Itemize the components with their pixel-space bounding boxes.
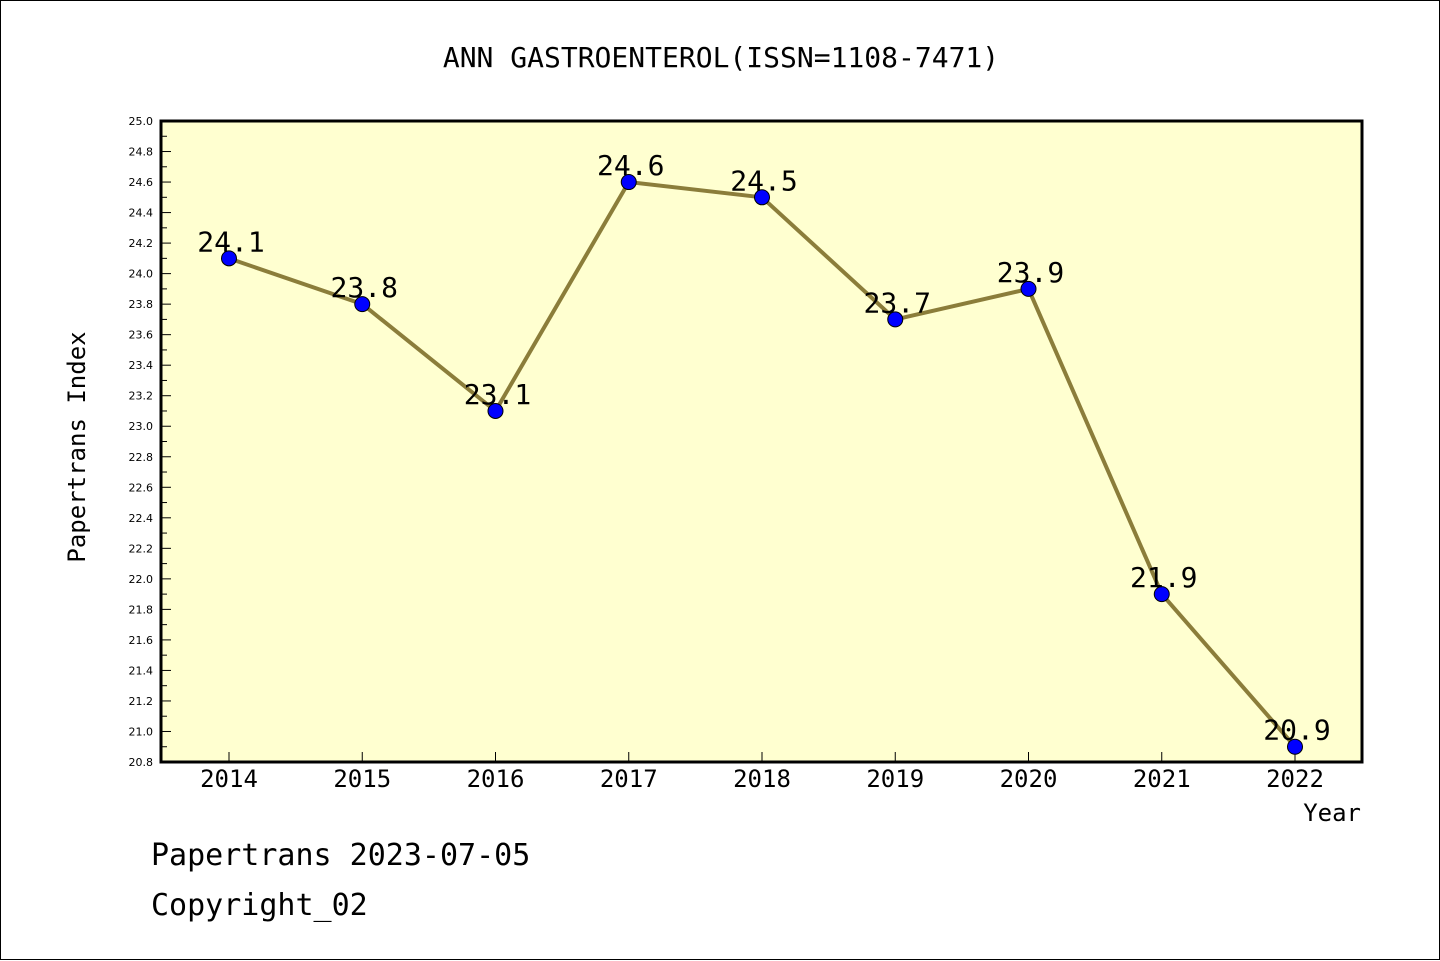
y-tick-label: 22.6 (129, 481, 154, 494)
y-tick-label: 24.8 (129, 146, 154, 159)
data-point (754, 189, 770, 206)
footer-copyright: Copyright_02 (151, 888, 368, 923)
data-label: 21.9 (1130, 561, 1197, 594)
y-tick-label: 24.6 (129, 176, 154, 189)
footer-date: Papertrans 2023-07-05 (151, 838, 530, 873)
x-tick-label: 2019 (866, 765, 924, 793)
data-point (1020, 280, 1037, 297)
y-tick-label: 24.4 (129, 207, 154, 220)
y-tick-label: 24.0 (129, 268, 154, 281)
x-tick-label: 2022 (1266, 765, 1324, 793)
x-tick-label: 2021 (1133, 765, 1191, 793)
y-tick-label: 20.8 (129, 756, 154, 769)
x-tick-label: 2020 (1000, 765, 1058, 793)
data-point (221, 250, 237, 267)
plot-area (159, 119, 1364, 764)
chart-title: ANN GASTROENTEROL(ISSN=1108-7471) (443, 41, 999, 74)
y-axis-label: Papertrans Index (63, 331, 91, 562)
data-label: 23.7 (864, 286, 931, 319)
y-tick-label: 21.4 (129, 664, 154, 677)
data-point (1287, 738, 1303, 755)
data-point (354, 296, 371, 313)
x-tick-label: 2017 (600, 765, 658, 793)
y-tick-label: 23.2 (129, 390, 154, 403)
data-label: 24.5 (730, 164, 797, 197)
data-point (620, 174, 637, 191)
y-tick-label: 22.2 (129, 542, 154, 555)
x-tick-label: 2016 (467, 765, 525, 793)
data-label: 23.9 (997, 256, 1064, 289)
series-markers (221, 174, 1303, 755)
data-point (1153, 586, 1170, 603)
x-axis: 2014 2015 2016 2017 2018 2019 2020 2021 2022 (200, 752, 1324, 793)
y-tick-label: 21.2 (129, 695, 154, 708)
y-tick-label: 22.8 (129, 451, 154, 464)
y-axis: 20.8 21.0 21.2 21.4 21.6 21.8 22.0 22.2 22.4 22.6… (129, 115, 171, 769)
y-tick-label: 23.8 (129, 298, 154, 311)
data-label: 23.8 (331, 271, 398, 304)
data-label: 24.6 (597, 149, 664, 182)
y-tick-label: 23.6 (129, 329, 154, 342)
y-tick-label: 23.4 (129, 359, 154, 372)
y-tick-label: 22.4 (129, 512, 154, 525)
data-label: 20.9 (1263, 714, 1330, 747)
y-tick-label: 21.6 (129, 634, 154, 647)
data-label: 23.1 (464, 378, 531, 411)
x-tick-label: 2018 (733, 765, 791, 793)
x-axis-label: Year (1303, 799, 1361, 827)
data-point (487, 402, 504, 419)
x-tick-label: 2014 (200, 765, 258, 793)
y-tick-label: 23.0 (129, 420, 154, 433)
y-tick-label: 24.2 (129, 237, 154, 250)
x-tick-label: 2015 (333, 765, 391, 793)
data-label: 24.1 (197, 225, 264, 258)
y-tick-label: 21.0 (129, 725, 154, 738)
y-tick-label: 25.0 (129, 115, 154, 128)
data-point (887, 311, 904, 328)
data-labels: 24.1 23.8 23.1 24.6 24.5 23.7 23.9 21.9 20.9 (197, 149, 1330, 747)
y-tick-label: 21.8 (129, 603, 154, 616)
y-tick-label: 22.0 (129, 573, 154, 586)
